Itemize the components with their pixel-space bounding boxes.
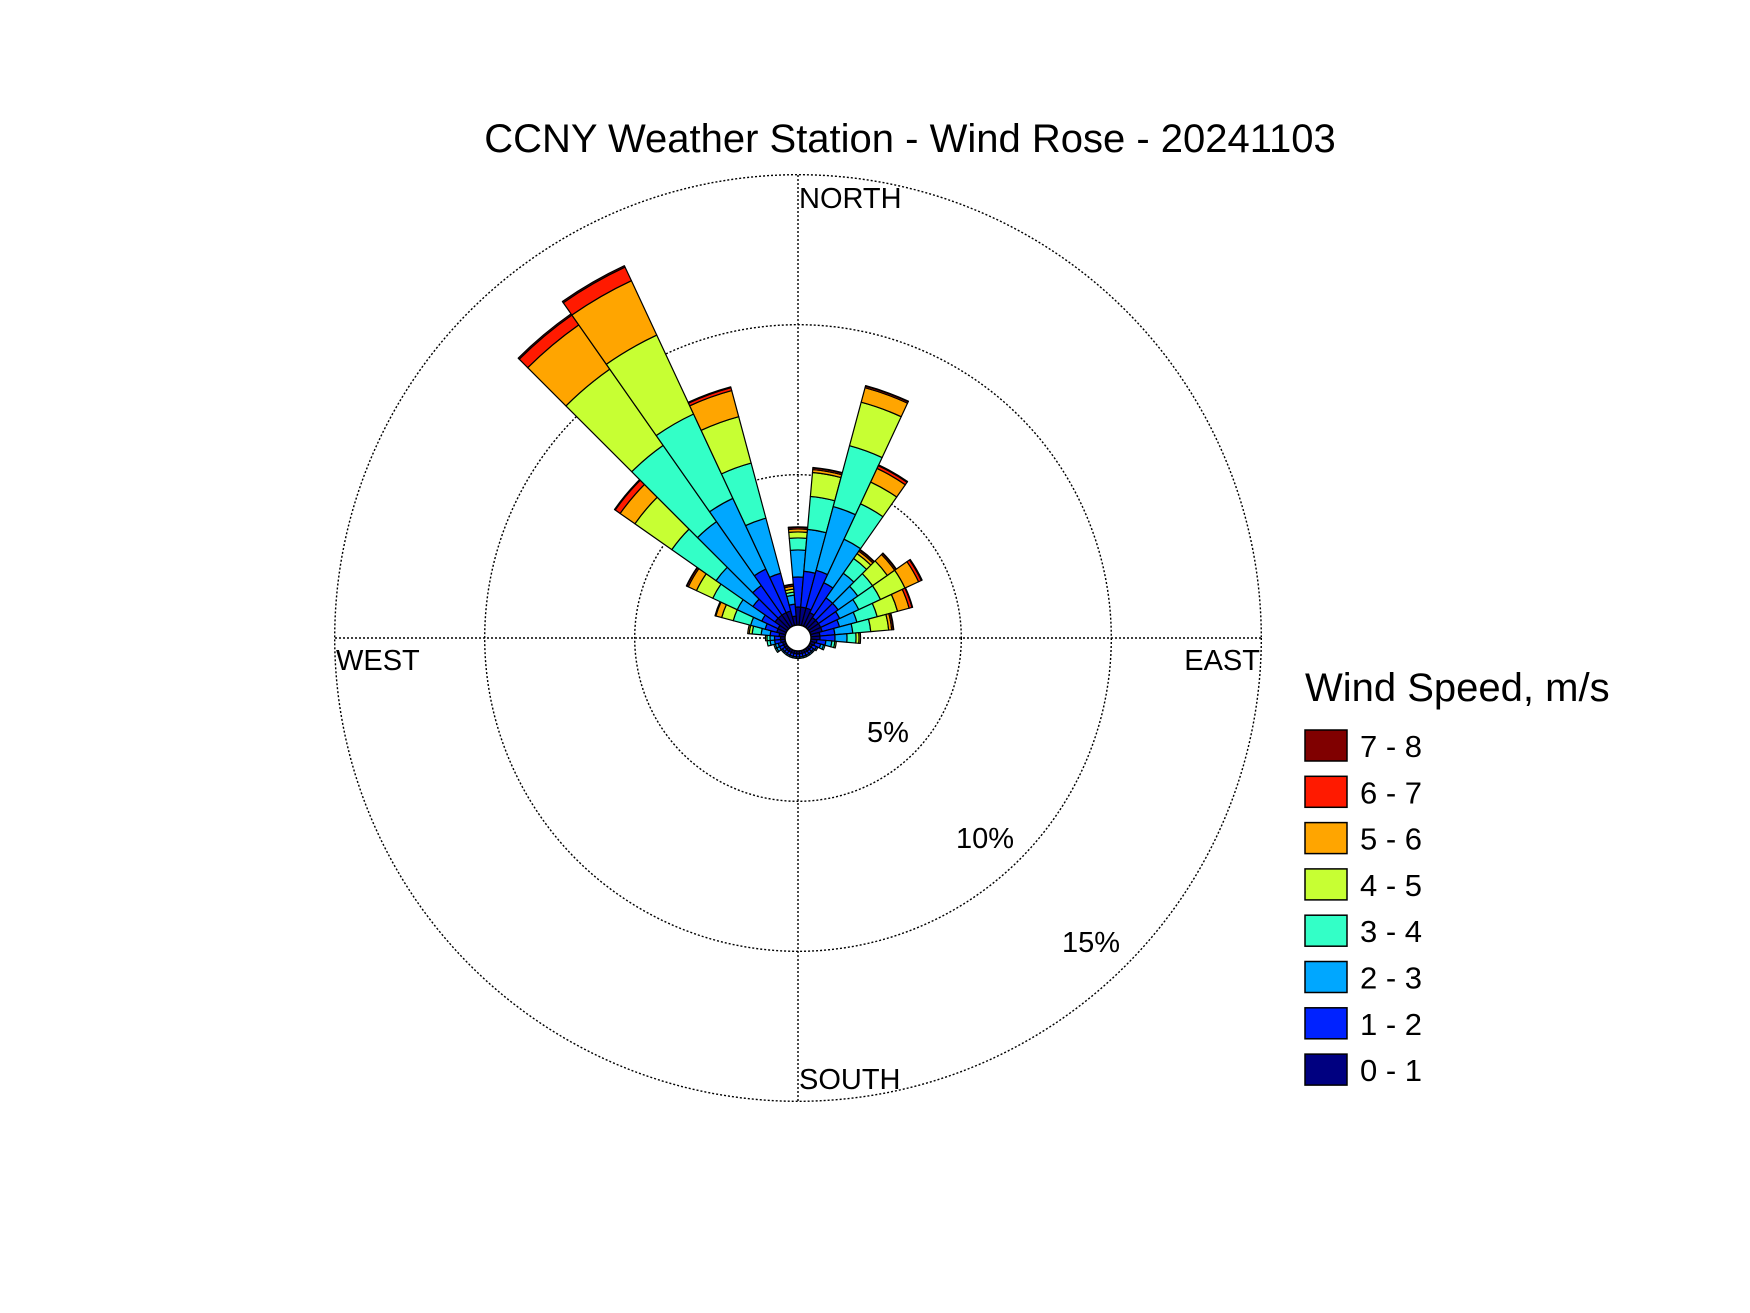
wind-bar-350deg-bin-7 [783, 583, 794, 587]
legend-swatch [1304, 914, 1348, 947]
direction-label-north: NORTH [799, 183, 902, 215]
legend-label: 0 - 1 [1360, 1053, 1422, 1088]
chart-title: CCNY Weather Station - Wind Rose - 20241… [484, 117, 1336, 161]
legend-title: Wind Speed, m/s [1305, 666, 1610, 710]
legend-label: 4 - 5 [1360, 868, 1422, 903]
wind-bar-90deg-bin-3 [846, 632, 857, 644]
wind-bar-30deg-bin-7 [877, 464, 909, 483]
legend-swatch [1304, 729, 1348, 762]
legend-swatch [1304, 960, 1348, 994]
legend: 7 - 8 6 - 7 5 - 6 4 - 5 3 - 4 2 - 3 1 - 2 0 - 1 [1304, 729, 1422, 1088]
wind-bar-90deg-bin-5 [858, 631, 862, 645]
wind-bar-270deg-bin-4 [764, 634, 768, 642]
grid-circle-15 [334, 174, 1262, 1102]
legend-swatch [1304, 775, 1348, 809]
wind-bar-70deg-bin-7 [904, 587, 914, 609]
wind-bar-110deg-bin-3 [821, 644, 826, 651]
wind-bar-340deg-bin-7 [687, 386, 732, 404]
grid-circle-5 [634, 474, 963, 803]
legend-swatch [1304, 1053, 1348, 1086]
radial-tick-label-15: 15% [1062, 927, 1120, 959]
legend-label: 1 - 2 [1360, 1007, 1422, 1042]
legend-label: 3 - 4 [1360, 914, 1422, 949]
wind-bar-0deg-bin-3 [788, 537, 808, 551]
legend-label: 2 - 3 [1360, 961, 1422, 996]
wind-bar-0deg-bin-7 [787, 526, 809, 529]
direction-label-east: EAST [1184, 645, 1260, 677]
polar-grid [334, 174, 1262, 1102]
wind-bar-0deg-bin-4 [788, 531, 808, 539]
radial-tick-label-10: 10% [956, 823, 1014, 855]
wind-bar-20deg-bin-7 [864, 385, 910, 403]
direction-label-south: SOUTH [799, 1064, 901, 1096]
wind-bar-80deg-bin-7 [889, 612, 895, 631]
legend-label: 5 - 6 [1360, 822, 1422, 857]
calm-center-circle [784, 624, 812, 652]
legend-swatch [1304, 821, 1348, 855]
wind-rose-bars [517, 265, 923, 660]
wind-bar-100deg-bin-4 [833, 640, 837, 649]
direction-label-west: WEST [336, 645, 420, 677]
wind-bar-330deg-bin-7 [561, 265, 626, 304]
legend-swatch [1304, 868, 1348, 901]
legend-label: 7 - 8 [1360, 729, 1422, 764]
legend-label: 6 - 7 [1360, 775, 1422, 810]
legend-swatch [1304, 1007, 1348, 1040]
radial-tick-label-5: 5% [867, 717, 909, 749]
wind-bar-120deg-bin-2 [814, 646, 819, 652]
wind-bar-260deg-bin-3 [766, 639, 772, 647]
wind-bar-60deg-bin-7 [908, 558, 923, 582]
